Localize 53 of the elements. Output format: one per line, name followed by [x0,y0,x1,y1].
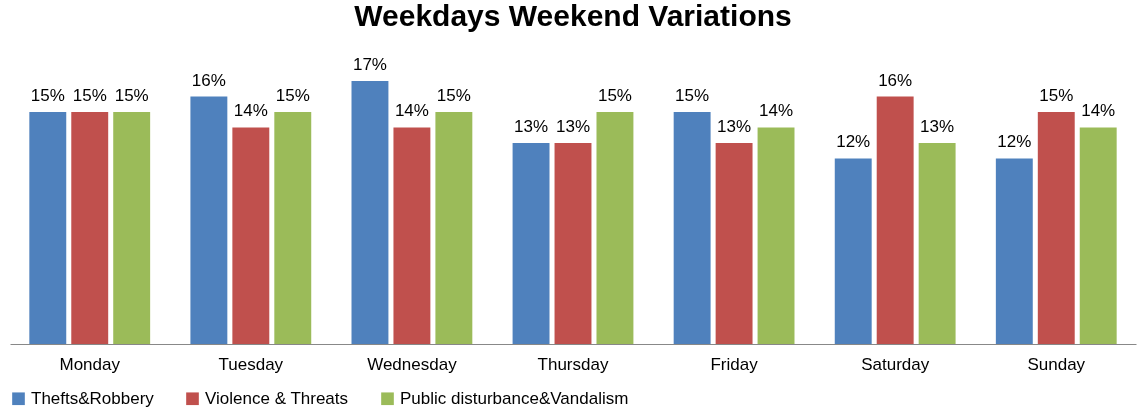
data-label: 15% [72,85,107,105]
bar [190,96,228,344]
bar [393,127,431,344]
bar [232,127,270,344]
chart-title: Weekdays Weekend Variations [354,0,792,33]
bar [71,111,109,344]
data-label: 15% [30,85,65,105]
data-label: 15% [597,85,632,105]
bar [554,142,592,344]
bar [995,158,1033,344]
bar [757,127,795,344]
data-label: 12% [836,132,871,152]
data-label: 14% [1081,101,1116,121]
x-tick-label: Thursday [537,354,609,374]
legend-label: Thefts&Robbery [31,388,155,408]
x-tick-label: Saturday [861,354,930,374]
data-label: 13% [555,116,591,136]
bar [1079,127,1117,344]
bar [113,111,151,344]
bar [715,142,753,344]
bar [596,111,634,344]
bar [918,142,956,344]
data-label: 13% [717,116,752,136]
bar [274,111,312,344]
x-tick-label: Monday [59,354,121,374]
data-label: 15% [436,85,471,105]
data-label: 13% [920,116,955,136]
data-label: 16% [878,70,913,90]
bar [1037,111,1075,344]
data-label: 14% [394,101,429,121]
bar [29,111,67,344]
data-label: 13% [514,116,549,136]
bar [435,111,473,344]
data-label: 15% [275,85,310,105]
data-label: 15% [1039,85,1074,105]
data-label: 14% [759,101,794,121]
bar [834,158,872,344]
data-label: 12% [997,132,1032,152]
x-tick-label: Sunday [1027,354,1086,374]
data-label: 15% [675,85,710,105]
x-tick-label: Tuesday [218,354,284,374]
legend-label: Public disturbance&Vandalism [400,388,629,408]
bar [673,111,711,344]
bar [512,142,550,344]
data-label: 14% [233,101,268,121]
legend-label: Violence & Threats [205,388,349,408]
x-tick-label: Friday [710,354,759,374]
x-tick-label: Wednesday [367,354,458,374]
data-label: 16% [191,70,226,90]
bar [351,81,389,344]
bar [876,96,914,344]
data-label: 17% [352,55,387,75]
data-label: 15% [114,85,149,105]
